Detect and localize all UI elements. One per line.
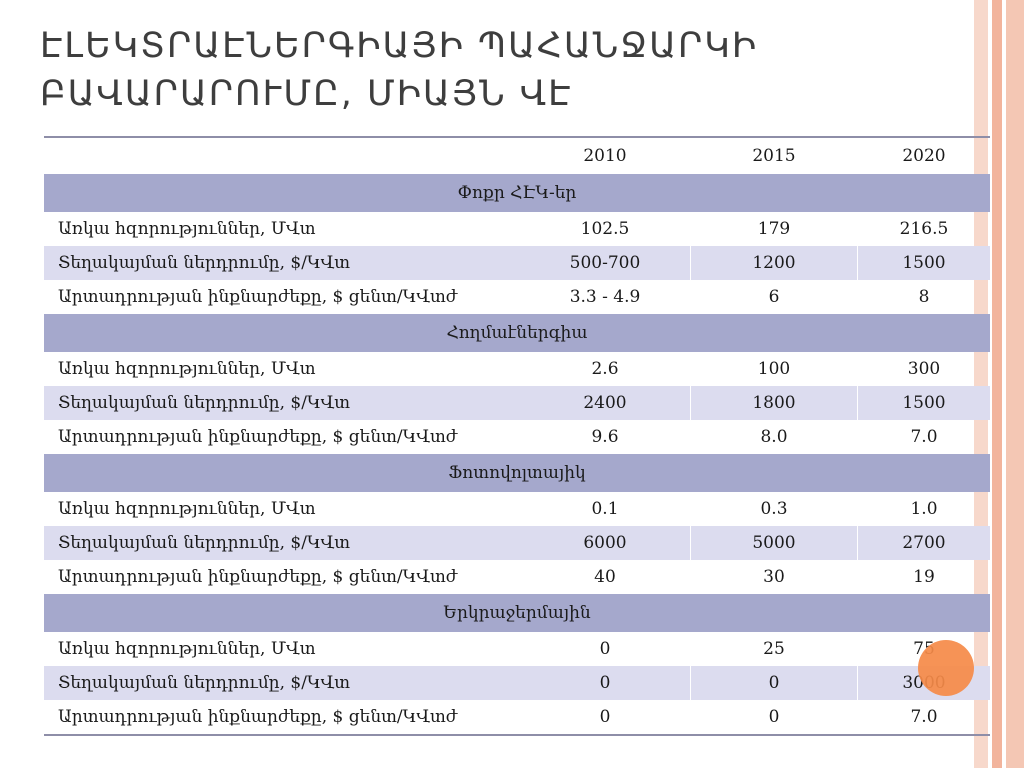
row-label: Տեղակայման ներդրումը, $/ԿՎտ	[58, 533, 351, 553]
section-header-geothermal: Երկրաջերմային	[44, 594, 990, 632]
cell-2015: 30	[763, 567, 785, 587]
row-label: Տեղակայման ներդրումը, $/ԿՎտ	[58, 393, 351, 413]
table-row: Տեղակայման ներդրումը, $/ԿՎտ 500-700 1200…	[44, 246, 990, 280]
stripe-2	[992, 0, 1002, 768]
cell-2010: 0	[599, 707, 611, 727]
table-row: Առկա հզորություններ, ՄՎտ 0.1 0.3 1.0	[44, 492, 990, 526]
cell-2010: 0.1	[591, 499, 619, 519]
section-title: Ֆոտովոլտայիկ	[448, 463, 586, 483]
cell-2015: 1200	[690, 246, 858, 280]
cell-2015: 8.0	[760, 427, 788, 447]
row-label: Առկա հզորություններ, ՄՎտ	[58, 219, 316, 239]
header-year-2015: 2015	[752, 146, 796, 166]
row-label: Արտադրության ինքնարժեքը, $ ցենտ/ԿՎտժ	[58, 567, 458, 587]
cell-2015: 100	[757, 359, 791, 379]
cell-2010: 2.6	[591, 359, 619, 379]
cell-2015: 0	[690, 666, 858, 700]
cell-2015: 6	[768, 287, 780, 307]
row-label: Արտադրության ինքնարժեքը, $ ցենտ/ԿՎտժ	[58, 707, 458, 727]
header-year-2010: 2010	[583, 146, 627, 166]
section-header-photovoltaic: Ֆոտովոլտայիկ	[44, 454, 990, 492]
row-label: Արտադրության ինքնարժեքը, $ ցենտ/ԿՎտժ	[58, 287, 458, 307]
cell-2010: 0	[599, 673, 611, 693]
cell-2010: 6000	[583, 533, 627, 553]
decorative-orange-circle	[918, 640, 974, 696]
section-header-wind: Հողմաէներգիա	[44, 314, 990, 352]
table-row: Արտադրության ինքնարժեքը, $ ցենտ/ԿՎտժ 40 …	[44, 560, 990, 594]
table-row: Առկա հզորություններ, ՄՎտ 102.5 179 216.5	[44, 212, 990, 246]
slide-title: ԷԼԵԿՏՐԱԷՆԵՐԳԻԱՅԻ ՊԱՀԱՆՋԱՐԿԻ ԲԱՎԱՐԱՐՈՒՄԸ,…	[40, 26, 759, 114]
cell-2020: 2700	[902, 533, 946, 553]
table-header-row: 2010 2015 2020	[44, 138, 990, 174]
section-title: Հողմաէներգիա	[446, 323, 588, 343]
table-row: Արտադրության ինքնարժեքը, $ ցենտ/ԿՎտժ 0 0…	[44, 700, 990, 734]
row-label: Արտադրության ինքնարժեքը, $ ցենտ/ԿՎտժ	[58, 427, 458, 447]
cell-2015: 179	[757, 219, 791, 239]
section-title: Փոքր ՀԷԿ-եր	[457, 183, 577, 203]
table-row: Տեղակայման ներդրումը, $/ԿՎտ 6000 5000 27…	[44, 526, 990, 560]
cell-2010: 9.6	[591, 427, 619, 447]
cell-2015: 1800	[690, 386, 858, 420]
cell-2010: 0	[599, 639, 611, 659]
header-year-2020: 2020	[902, 146, 946, 166]
cell-2015: 0	[768, 707, 780, 727]
table-row: Առկա հզորություններ, ՄՎտ 0 25 75	[44, 632, 990, 666]
table-row: Առկա հզորություններ, ՄՎտ 2.6 100 300	[44, 352, 990, 386]
cell-2010: 500-700	[569, 253, 641, 273]
cell-2020: 1.0	[910, 499, 938, 519]
cell-2010: 40	[594, 567, 616, 587]
cell-2015: 5000	[690, 526, 858, 560]
row-label: Առկա հզորություններ, ՄՎտ	[58, 639, 316, 659]
cell-2020: 216.5	[899, 219, 949, 239]
row-label: Տեղակայման ներդրումը, $/ԿՎտ	[58, 253, 351, 273]
cell-2015: 25	[763, 639, 785, 659]
cell-2010: 102.5	[580, 219, 630, 239]
cell-2020: 8	[918, 287, 930, 307]
section-title: Երկրաջերմային	[443, 603, 591, 623]
section-header-small-hydro: Փոքր ՀԷԿ-եր	[44, 174, 990, 212]
table-row: Տեղակայման ներդրումը, $/ԿՎտ 0 0 3000	[44, 666, 990, 700]
data-table: 2010 2015 2020 Փոքր ՀԷԿ-եր Առկա հզորությ…	[44, 136, 990, 736]
row-label: Առկա հզորություններ, ՄՎտ	[58, 359, 316, 379]
table-row: Արտադրության ինքնարժեքը, $ ցենտ/ԿՎտժ 9.6…	[44, 420, 990, 454]
cell-2020: 7.0	[910, 707, 938, 727]
stripe-3	[1006, 0, 1024, 768]
cell-2010: 3.3 - 4.9	[569, 287, 641, 307]
header-empty-cell	[44, 138, 520, 174]
cell-2020: 1500	[902, 253, 946, 273]
table-row: Արտադրության ինքնարժեքը, $ ցենտ/ԿՎտժ 3.3…	[44, 280, 990, 314]
row-label: Առկա հզորություններ, ՄՎտ	[58, 499, 316, 519]
cell-2020: 1500	[902, 393, 946, 413]
cell-2020: 300	[907, 359, 941, 379]
row-label: Տեղակայման ներդրումը, $/ԿՎտ	[58, 673, 351, 693]
cell-2020: 19	[913, 567, 935, 587]
cell-2010: 2400	[583, 393, 627, 413]
cell-2015: 0.3	[760, 499, 788, 519]
cell-2020: 7.0	[910, 427, 938, 447]
table-row: Տեղակայման ներդրումը, $/ԿՎտ 2400 1800 15…	[44, 386, 990, 420]
